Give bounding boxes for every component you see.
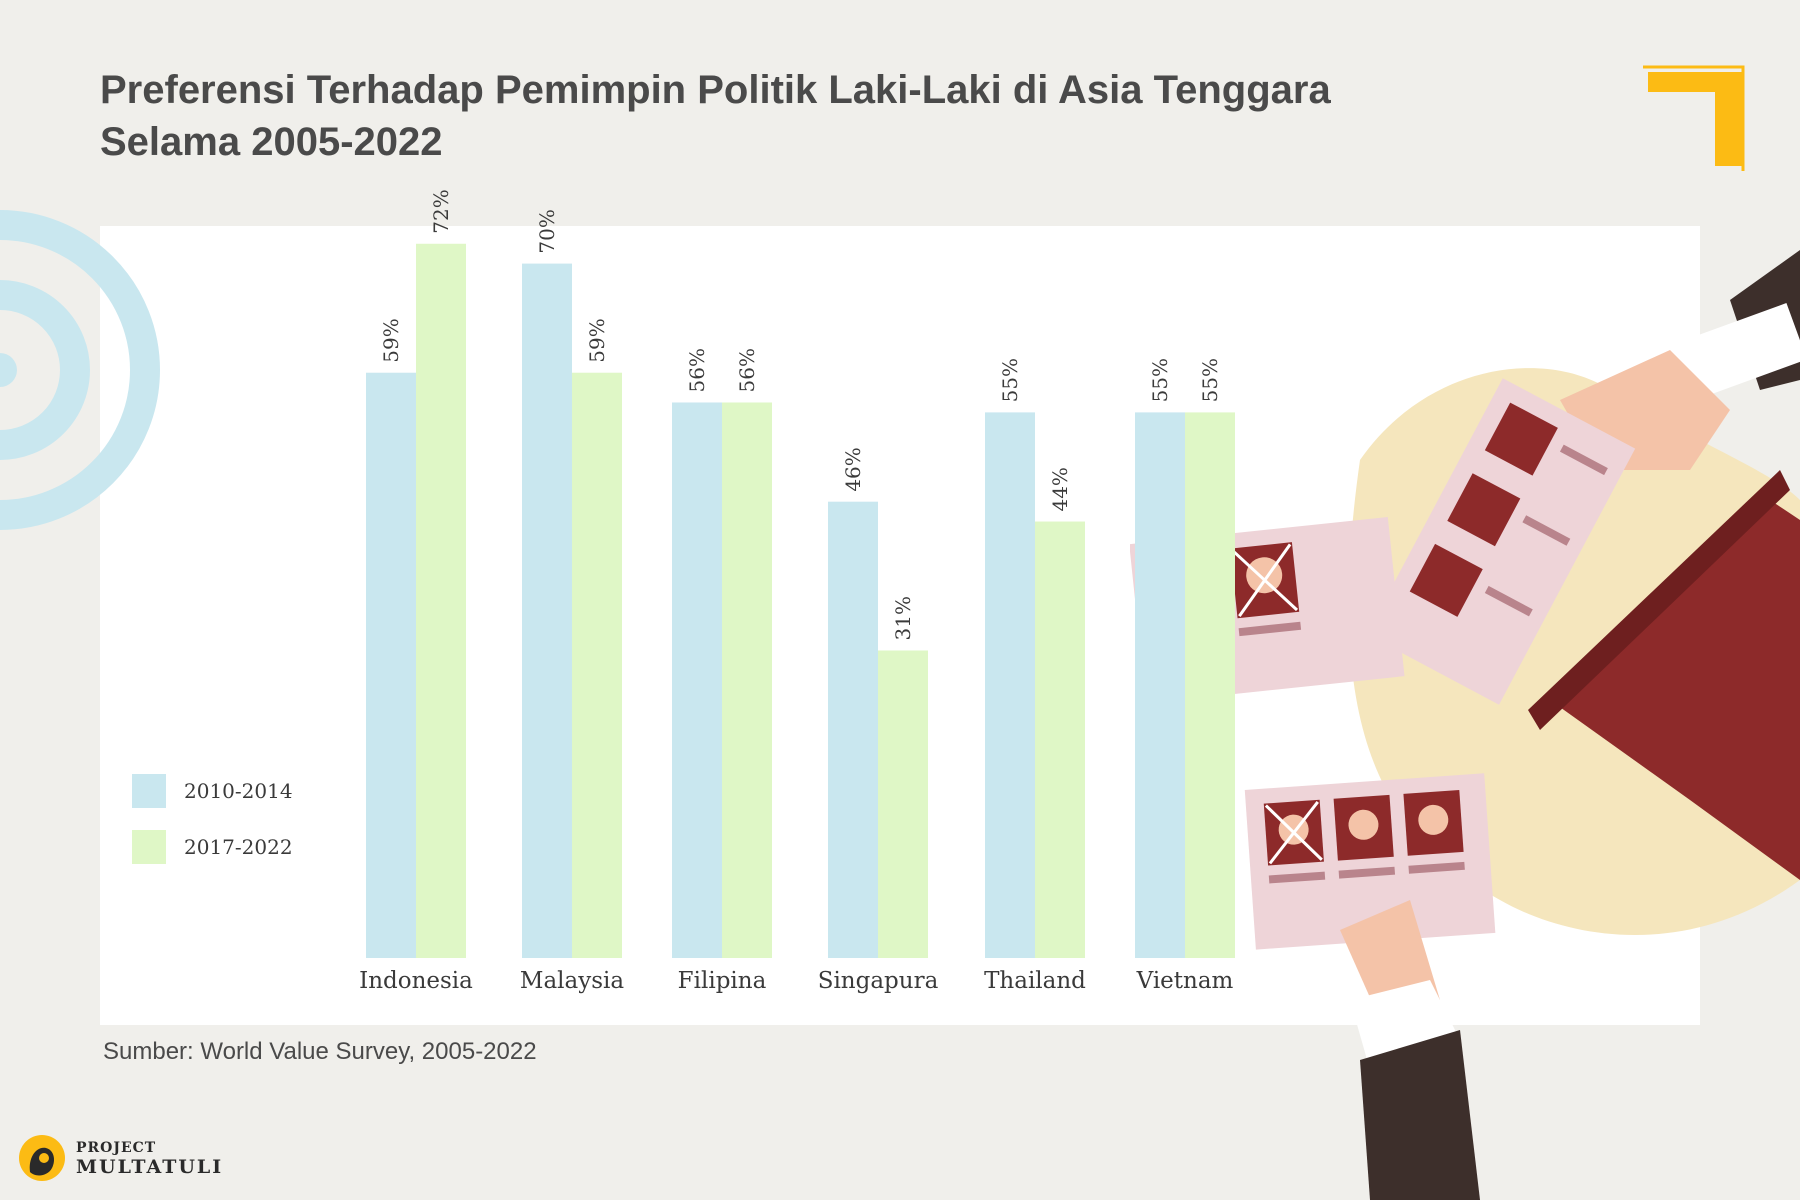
- bar-value-label-singapura-2017-2022: 31%: [891, 596, 915, 640]
- legend-swatch-2010-2014: [132, 774, 166, 808]
- bar-value-label-vietnam-2010-2014: 55%: [1148, 358, 1172, 402]
- category-label-thailand: Thailand: [984, 968, 1086, 994]
- project-multatuli-logo: PROJECT MULTATULI: [18, 1134, 248, 1186]
- bar-value-label-malaysia-2010-2014: 70%: [535, 209, 559, 253]
- chart-title: Preferensi Terhadap Pemimpin Politik Lak…: [100, 64, 1580, 168]
- legend-swatch-2017-2022: [132, 830, 166, 864]
- bar-singapura-2010-2014: [828, 501, 878, 958]
- logo-line-multatuli: MULTATULI: [76, 1156, 224, 1178]
- bar-vietnam-2010-2014: [1135, 412, 1185, 958]
- bar-malaysia-2017-2022: [572, 372, 622, 959]
- logo-wordmark: PROJECT MULTATULI: [76, 1140, 223, 1178]
- category-label-filipina: Filipina: [678, 968, 767, 994]
- bar-value-label-thailand-2017-2022: 44%: [1048, 467, 1072, 511]
- chart-title-line-1: Preferensi Terhadap Pemimpin Politik Lak…: [100, 68, 1331, 112]
- bar-value-label-indonesia-2017-2022: 72%: [429, 189, 453, 233]
- bar-value-label-filipina-2017-2022: 56%: [735, 348, 759, 392]
- chart-title-line-2: Selama 2005-2022: [100, 120, 443, 164]
- legend-label-2010-2014: 2010-2014: [184, 779, 293, 803]
- bar-value-label-singapura-2010-2014: 46%: [841, 447, 865, 491]
- bar-indonesia-2017-2022: [416, 243, 466, 958]
- bar-value-label-malaysia-2017-2022: 59%: [585, 318, 609, 362]
- category-label-vietnam: Vietnam: [1136, 968, 1234, 994]
- bar-value-label-vietnam-2017-2022: 55%: [1198, 358, 1222, 402]
- corner-bracket-icon: [1643, 65, 1745, 171]
- bar-value-label-indonesia-2010-2014: 59%: [379, 318, 403, 362]
- bar-malaysia-2010-2014: [522, 263, 572, 959]
- bar-filipina-2010-2014: [672, 402, 722, 959]
- bar-filipina-2017-2022: [722, 402, 772, 959]
- portrait-logo-icon: [19, 1135, 65, 1181]
- bar-value-label-filipina-2010-2014: 56%: [685, 348, 709, 392]
- legend-label-2017-2022: 2017-2022: [184, 835, 293, 859]
- category-label-malaysia: Malaysia: [520, 968, 624, 994]
- bar-vietnam-2017-2022: [1185, 412, 1235, 958]
- logo-line-project: PROJECT: [76, 1140, 157, 1156]
- category-label-indonesia: Indonesia: [359, 968, 473, 994]
- legend: 2010-2014 2017-2022: [132, 774, 293, 864]
- bar-thailand-2010-2014: [985, 412, 1035, 958]
- bar-singapura-2017-2022: [878, 650, 928, 958]
- concentric-rings-decoration: [0, 210, 160, 530]
- bar-indonesia-2010-2014: [366, 372, 416, 959]
- source-note: Sumber: World Value Survey, 2005-2022: [103, 1038, 537, 1065]
- category-label-singapura: Singapura: [818, 968, 939, 994]
- bar-thailand-2017-2022: [1035, 521, 1085, 958]
- bar-value-label-thailand-2010-2014: 55%: [998, 358, 1022, 402]
